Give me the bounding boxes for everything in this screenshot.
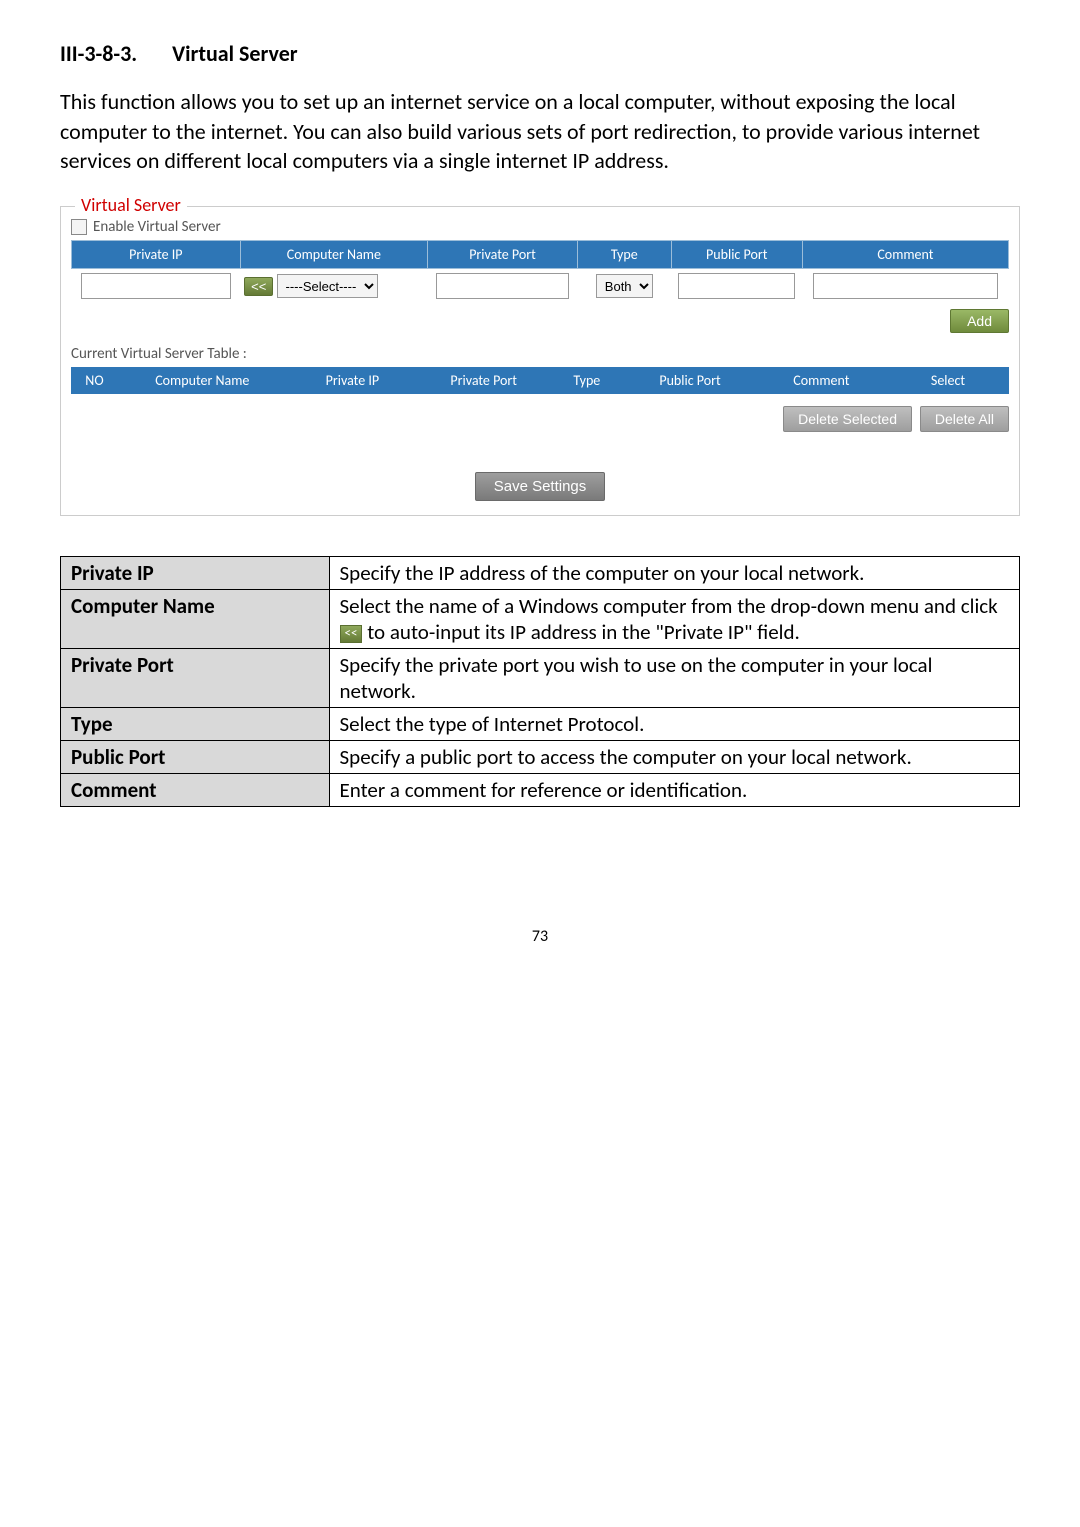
- virtual-server-panel: Virtual Server Enable Virtual Server Pri…: [60, 206, 1020, 516]
- section-number: III-3-8-3.: [60, 40, 137, 67]
- th-comment: Comment: [802, 241, 1008, 269]
- auto-fill-icon: <<: [340, 625, 363, 643]
- def-label: Public Port: [61, 741, 330, 774]
- def-description: Specify a public port to access the comp…: [329, 741, 1019, 774]
- public-port-input[interactable]: [678, 273, 795, 299]
- def-label: Private IP: [61, 557, 330, 590]
- auto-fill-button[interactable]: <<: [244, 277, 273, 296]
- th-public-port: Public Port: [671, 241, 802, 269]
- intro-paragraph: This function allows you to set up an in…: [60, 87, 1020, 176]
- add-button[interactable]: Add: [950, 309, 1009, 333]
- enable-row: Enable Virtual Server: [71, 218, 1009, 236]
- def-label: Type: [61, 708, 330, 741]
- cth-comment: Comment: [756, 367, 887, 394]
- delete-all-button[interactable]: Delete All: [920, 406, 1009, 432]
- th-type: Type: [577, 241, 671, 269]
- definitions-table: Private IPSpecify the IP address of the …: [60, 556, 1020, 807]
- section-title-text: Virtual Server: [172, 40, 298, 67]
- th-computer-name: Computer Name: [240, 241, 427, 269]
- section-heading: III-3-8-3. Virtual Server: [60, 40, 1020, 67]
- def-description: Specify the private port you wish to use…: [329, 649, 1019, 708]
- cth-public-port: Public Port: [624, 367, 755, 394]
- page-number: 73: [60, 927, 1020, 946]
- def-description: Select the name of a Windows computer fr…: [329, 590, 1019, 649]
- cth-select: Select: [887, 367, 1009, 394]
- comment-input[interactable]: [813, 273, 997, 299]
- def-label: Computer Name: [61, 590, 330, 649]
- delete-selected-button[interactable]: Delete Selected: [783, 406, 912, 432]
- def-description: Select the type of Internet Protocol.: [329, 708, 1019, 741]
- cth-no: NO: [71, 367, 118, 394]
- panel-legend: Virtual Server: [75, 194, 187, 216]
- enable-label: Enable Virtual Server: [93, 218, 221, 236]
- enable-checkbox[interactable]: [71, 219, 87, 235]
- def-description: Enter a comment for reference or identif…: [329, 774, 1019, 807]
- def-label: Private Port: [61, 649, 330, 708]
- input-table: Private IP Computer Name Private Port Ty…: [71, 240, 1009, 303]
- cth-private-ip: Private IP: [287, 367, 418, 394]
- th-private-ip: Private IP: [72, 241, 241, 269]
- computer-name-select[interactable]: ----Select----: [277, 274, 378, 298]
- def-label: Comment: [61, 774, 330, 807]
- def-description: Specify the IP address of the computer o…: [329, 557, 1019, 590]
- current-table: NO Computer Name Private IP Private Port…: [71, 367, 1009, 394]
- current-table-label: Current Virtual Server Table :: [71, 345, 1009, 363]
- th-private-port: Private Port: [428, 241, 578, 269]
- type-select[interactable]: Both: [596, 274, 653, 298]
- private-ip-input[interactable]: [81, 273, 232, 299]
- cth-computer-name: Computer Name: [118, 367, 287, 394]
- cth-private-port: Private Port: [418, 367, 549, 394]
- save-settings-button[interactable]: Save Settings: [475, 472, 606, 501]
- private-port-input[interactable]: [436, 273, 570, 299]
- cth-type: Type: [549, 367, 624, 394]
